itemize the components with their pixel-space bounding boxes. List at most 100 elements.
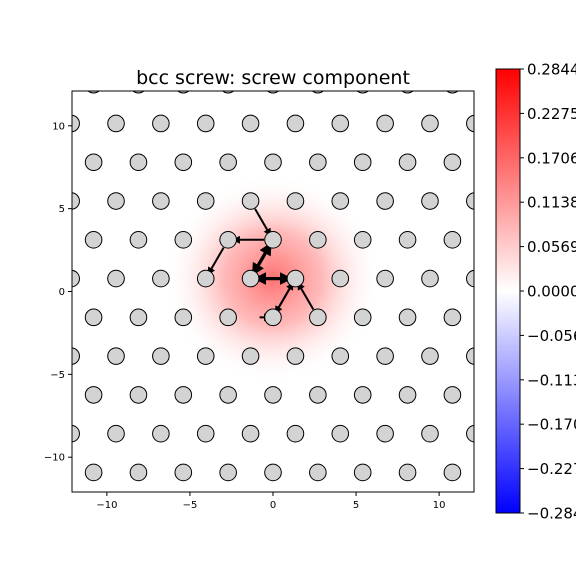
colorbar: 0.2844 0.2275 0.1706 0.1138 0.0569 0.0000 −0.0… — [495, 61, 576, 523]
atom-marker — [264, 386, 282, 404]
atom-marker — [331, 192, 350, 210]
atom-marker — [196, 192, 215, 210]
atom-marker — [331, 269, 350, 288]
atom-marker — [376, 269, 394, 288]
atom-marker — [132, 91, 145, 94]
atom-marker — [241, 347, 260, 365]
x-tick-label: −5 — [183, 500, 198, 511]
atom-marker — [84, 386, 103, 404]
y-tick-label: 10 — [52, 121, 65, 132]
plot-area — [72, 91, 474, 492]
x-tick-label: −10 — [96, 500, 117, 511]
atom-marker — [443, 308, 462, 327]
atom-marker — [466, 269, 474, 288]
atom-marker — [398, 308, 417, 327]
atom-marker — [152, 114, 170, 133]
atom-marker — [196, 424, 215, 443]
colorbar-tick-label: −0.0569 — [527, 327, 576, 345]
atom-marker — [107, 114, 125, 133]
atom-marker — [398, 231, 417, 249]
atom-marker — [443, 153, 462, 172]
atom-marker — [421, 424, 439, 443]
atom-marker — [84, 463, 103, 482]
y-tick-label: −10 — [44, 453, 65, 464]
atom-layer — [72, 91, 474, 482]
colorbar-tick-label: 0.2844 — [527, 61, 576, 79]
atom-marker — [174, 153, 193, 172]
atom-marker — [309, 153, 327, 172]
atom-marker — [219, 463, 237, 482]
atom-marker — [174, 308, 193, 327]
atom-marker — [241, 192, 260, 210]
atom-marker — [421, 347, 439, 365]
colorbar-tick-label: 0.1138 — [527, 194, 576, 212]
atom-marker — [466, 424, 474, 443]
colorbar-tick-label: −0.1706 — [527, 416, 576, 434]
atom-marker — [107, 424, 125, 443]
colorbar-tick-label: −0.2844 — [527, 505, 576, 523]
atom-marker — [309, 308, 327, 327]
atom-marker — [376, 347, 394, 365]
atom-marker — [353, 386, 372, 404]
atom-marker — [72, 269, 80, 288]
atom-marker — [84, 231, 103, 249]
atom-marker — [398, 153, 417, 172]
colorbar-ticks: 0.2844 0.2275 0.1706 0.1138 0.0569 0.0000 −0.0… — [520, 61, 576, 523]
atom-marker — [264, 308, 282, 327]
atom-marker — [331, 114, 350, 133]
atom-marker — [356, 91, 369, 94]
colorbar-tick-label: 0.0000 — [527, 283, 576, 301]
atom-marker — [87, 91, 100, 94]
atom-marker — [152, 424, 170, 443]
atom-marker — [107, 192, 125, 210]
atom-marker — [129, 231, 148, 249]
atom-marker — [376, 424, 394, 443]
y-tick-label: −5 — [50, 370, 65, 381]
atom-marker — [353, 463, 372, 482]
atom-marker — [398, 386, 417, 404]
atom-marker — [286, 424, 305, 443]
displacement-arrow — [276, 281, 294, 311]
atom-marker — [84, 308, 103, 327]
atom-marker — [107, 347, 125, 365]
atom-marker — [219, 308, 237, 327]
atom-marker — [286, 114, 305, 133]
atom-marker — [241, 114, 260, 133]
colorbar-tick-label: −0.2275 — [527, 460, 576, 478]
atom-marker — [309, 386, 327, 404]
colorbar-gradient — [496, 69, 520, 513]
atom-marker — [286, 347, 305, 365]
y-tick-label: 5 — [59, 204, 65, 215]
atom-marker — [219, 153, 237, 172]
y-tick-label: 0 — [59, 287, 65, 298]
atom-marker — [129, 386, 148, 404]
colorbar-tick-label: 0.0569 — [527, 238, 576, 256]
displacement-arrow — [207, 247, 225, 276]
x-tick-label: 5 — [353, 500, 359, 511]
atom-marker — [421, 269, 439, 288]
atom-marker — [309, 231, 327, 249]
x-tick-label: 0 — [270, 500, 276, 511]
atom-marker — [219, 386, 237, 404]
atom-marker — [466, 347, 474, 365]
atom-marker — [331, 424, 350, 443]
atom-marker — [196, 114, 215, 133]
atom-marker — [264, 231, 282, 249]
atom-marker — [401, 91, 414, 94]
atom-marker — [219, 231, 237, 249]
atom-marker — [398, 463, 417, 482]
atom-marker — [174, 386, 193, 404]
atom-marker — [129, 308, 148, 327]
atom-marker — [129, 463, 148, 482]
atom-marker — [264, 153, 282, 172]
atom-marker — [311, 91, 324, 94]
atom-marker — [266, 91, 280, 94]
x-axis: −10 −5 0 5 10 — [96, 492, 445, 511]
atom-marker — [152, 347, 170, 365]
atom-marker — [286, 269, 305, 288]
displacement-arrow — [297, 281, 315, 311]
atom-marker — [196, 347, 215, 365]
displacement-arrow — [254, 208, 272, 237]
atom-marker — [376, 114, 394, 133]
atom-marker — [72, 114, 80, 133]
